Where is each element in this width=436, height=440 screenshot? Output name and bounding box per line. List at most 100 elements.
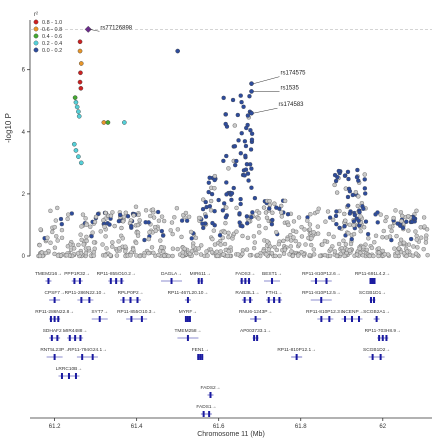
annotation-leader [253,76,280,84]
snp-point [256,223,262,229]
snp-point [401,240,407,245]
gene-label: RP11-703H8.9→ [365,328,401,334]
gene-label: TMEM258→ [174,328,201,334]
gene-label: PPP1R32→ [64,271,90,277]
y-tick-label: 4 [22,130,26,136]
snp-point [65,244,71,249]
gene-exon [197,278,200,284]
snp-point [152,224,158,230]
snp-point [277,253,282,259]
snp-point [274,230,279,235]
snp-point [93,214,99,219]
snp-point [162,253,167,258]
snp-point [241,104,246,109]
snp-point [224,153,229,159]
snp-point [79,237,84,243]
gene-exon [385,335,388,341]
snp-point [224,192,229,197]
snp-point [222,201,227,206]
snp-point [83,216,88,221]
gene-exon [73,278,76,284]
gene-exon [208,411,211,417]
snp-point [78,86,84,91]
snp-point [413,229,418,234]
gene-label: RNU6-1243P→ [239,309,272,315]
snp-point [242,139,248,144]
y-ticks: 0 2 4 6 [22,68,30,260]
snp-point [346,186,352,192]
x-ticks: 61.2 61.4 61.6 61.8 62 [49,418,387,430]
snp-point [267,206,272,211]
snp-point [89,234,94,239]
gene-exon [49,316,52,322]
snp-point [78,70,83,76]
snp-point [207,204,213,209]
snp-point [249,185,254,190]
snp-point [240,251,245,257]
snp-point [307,222,313,227]
snp-point [236,138,241,143]
snp-point [226,249,231,254]
snp-point [212,209,217,214]
gene-label: RP11-810P12.6→ [302,271,341,277]
snp-point [345,194,351,200]
snp-point [135,222,141,228]
snp-point [354,175,360,180]
snp-point [88,224,93,229]
snp-point [211,228,216,233]
snp-point [75,251,81,256]
snp-point [150,207,156,212]
snp-point [348,241,354,247]
y-tick-label: 6 [22,68,26,74]
gene-exon [314,278,317,284]
snp-point [158,238,163,243]
snp-point [246,178,251,183]
snp-point [216,197,221,203]
snp-point [120,219,126,224]
snp-point [290,253,296,259]
snp-point [384,214,389,220]
snp-point [200,221,205,226]
snp-point [320,242,325,247]
gene-label: MYRF→ [179,309,197,315]
snp-point [411,244,416,249]
snp-point [72,95,78,100]
snp-point [384,235,389,240]
gene-exon [273,297,276,303]
snp-point [128,253,133,258]
y-tick-label: 0 [22,254,26,260]
gene-exon [243,297,246,303]
snp-point [285,237,290,242]
snp-point [65,216,70,222]
gene-exon [369,278,372,284]
snp-point [350,192,355,198]
snp-point [122,120,127,125]
gene-exon [328,316,331,322]
snp-point [375,210,380,215]
snp-point [349,236,354,242]
snp-point [151,250,156,255]
snp-point [389,228,394,234]
snp-point [78,232,83,237]
snp-point [58,216,64,222]
snp-point [52,251,57,257]
snp-point [206,189,211,195]
snp-point [222,241,228,247]
snp-point [362,186,368,191]
snp-point [149,245,155,250]
legend-swatch [33,26,39,32]
snp-point [296,215,302,220]
gene-exon [60,373,63,379]
gene-exon [351,316,354,322]
snp-point [235,252,241,257]
gene-exon [201,354,204,360]
snp-point [116,239,121,244]
snp-point [398,210,404,215]
snp-point [264,215,270,220]
snp-point [86,245,91,251]
snp-point [59,227,65,233]
snp-point [410,253,416,258]
snp-point [234,205,239,211]
snp-point [404,219,409,224]
snp-point [245,221,250,226]
